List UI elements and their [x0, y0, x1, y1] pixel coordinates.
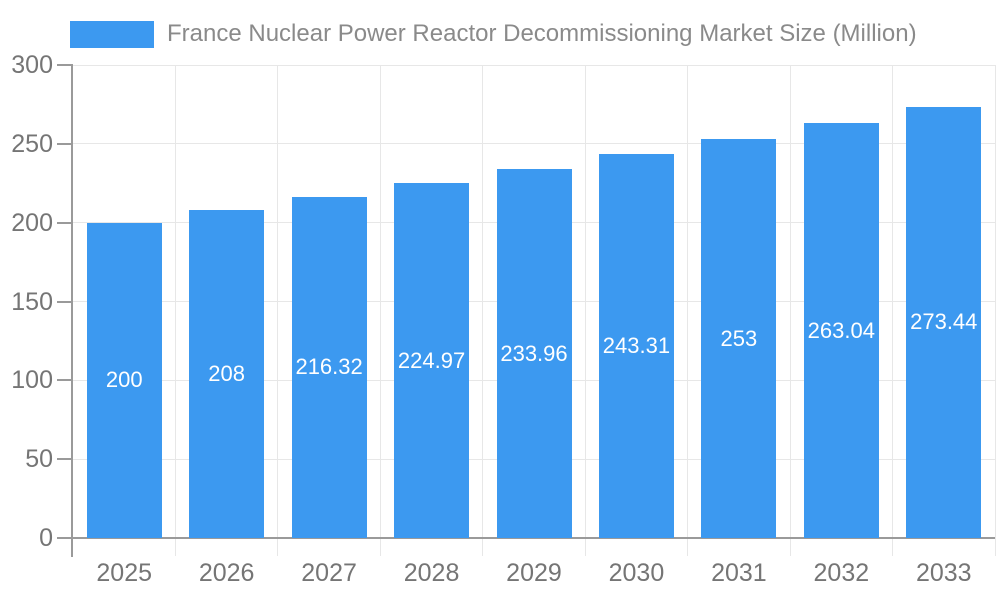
x-gridline	[892, 65, 894, 556]
x-gridline	[379, 65, 381, 556]
bar-2033: 273.44	[906, 106, 982, 538]
x-gridline	[584, 65, 586, 556]
y-axis-tick	[57, 300, 73, 303]
bar-2026: 208	[189, 210, 265, 538]
chart-title: France Nuclear Power Reactor Decommissio…	[167, 20, 917, 47]
x-axis-category-label: 2025	[96, 559, 153, 587]
bar-2028: 224.97	[394, 183, 470, 538]
x-axis-category-label: 2031	[711, 559, 767, 587]
x-axis-category-label: 2028	[403, 559, 460, 587]
x-axis-category-label: 2033	[915, 559, 972, 587]
y-axis-tick-label: 0	[39, 524, 53, 552]
y-axis-tick	[57, 379, 73, 382]
y-axis-tick-label: 250	[11, 129, 53, 158]
y-axis-tick-label: 150	[11, 287, 53, 316]
x-axis-line	[57, 537, 995, 539]
x-axis-category-label: 2030	[608, 559, 665, 587]
x-gridline	[789, 65, 791, 556]
bar-2031: 253	[701, 139, 777, 538]
legend-swatch[interactable]	[70, 20, 154, 48]
y-gridline	[73, 143, 995, 145]
x-gridline	[174, 65, 176, 556]
bar-value-label: 233.96	[500, 340, 568, 366]
y-axis-tick-label: 200	[11, 208, 53, 237]
x-axis-category-label: 2026	[198, 559, 255, 587]
y-axis-tick	[57, 458, 73, 461]
bar-2030: 243.31	[598, 154, 674, 538]
x-gridline	[277, 65, 279, 556]
x-gridline	[687, 65, 689, 556]
bar-value-label: 243.31	[602, 333, 671, 359]
x-axis-category-label: 2029	[506, 559, 562, 587]
x-axis-category-label: 2032	[813, 559, 870, 587]
bar-value-label: 208	[208, 361, 246, 387]
x-axis-category-label: 2027	[301, 559, 357, 587]
bar-value-label: 224.97	[397, 347, 466, 373]
y-axis-tick-label: 300	[11, 51, 53, 79]
y-axis-tick-label: 50	[25, 445, 53, 474]
y-axis-line	[71, 65, 73, 557]
bar-2025: 200	[86, 222, 162, 538]
bar-value-label: 253	[720, 325, 758, 351]
bar-2032: 263.04	[803, 123, 879, 538]
y-axis-tick	[57, 142, 73, 145]
x-gridline	[482, 65, 484, 556]
bar-value-label: 216.32	[295, 354, 363, 380]
bar-value-label: 273.44	[910, 309, 978, 335]
bar-value-label: 263.04	[807, 317, 875, 343]
y-axis-tick	[57, 221, 73, 224]
bar-value-label: 200	[105, 367, 143, 393]
legend[interactable]: France Nuclear Power Reactor Decommissio…	[70, 20, 917, 48]
bar-2029: 233.96	[496, 169, 572, 538]
x-gridline	[994, 65, 996, 556]
y-axis-tick-label: 100	[11, 366, 53, 395]
y-gridline	[73, 64, 995, 66]
bar-2027: 216.32	[291, 196, 367, 538]
y-axis-tick	[57, 64, 73, 66]
plot-area: 0 50 100 150 200 250 300 200 2025 208 2026 216.32 20…	[11, 51, 996, 587]
